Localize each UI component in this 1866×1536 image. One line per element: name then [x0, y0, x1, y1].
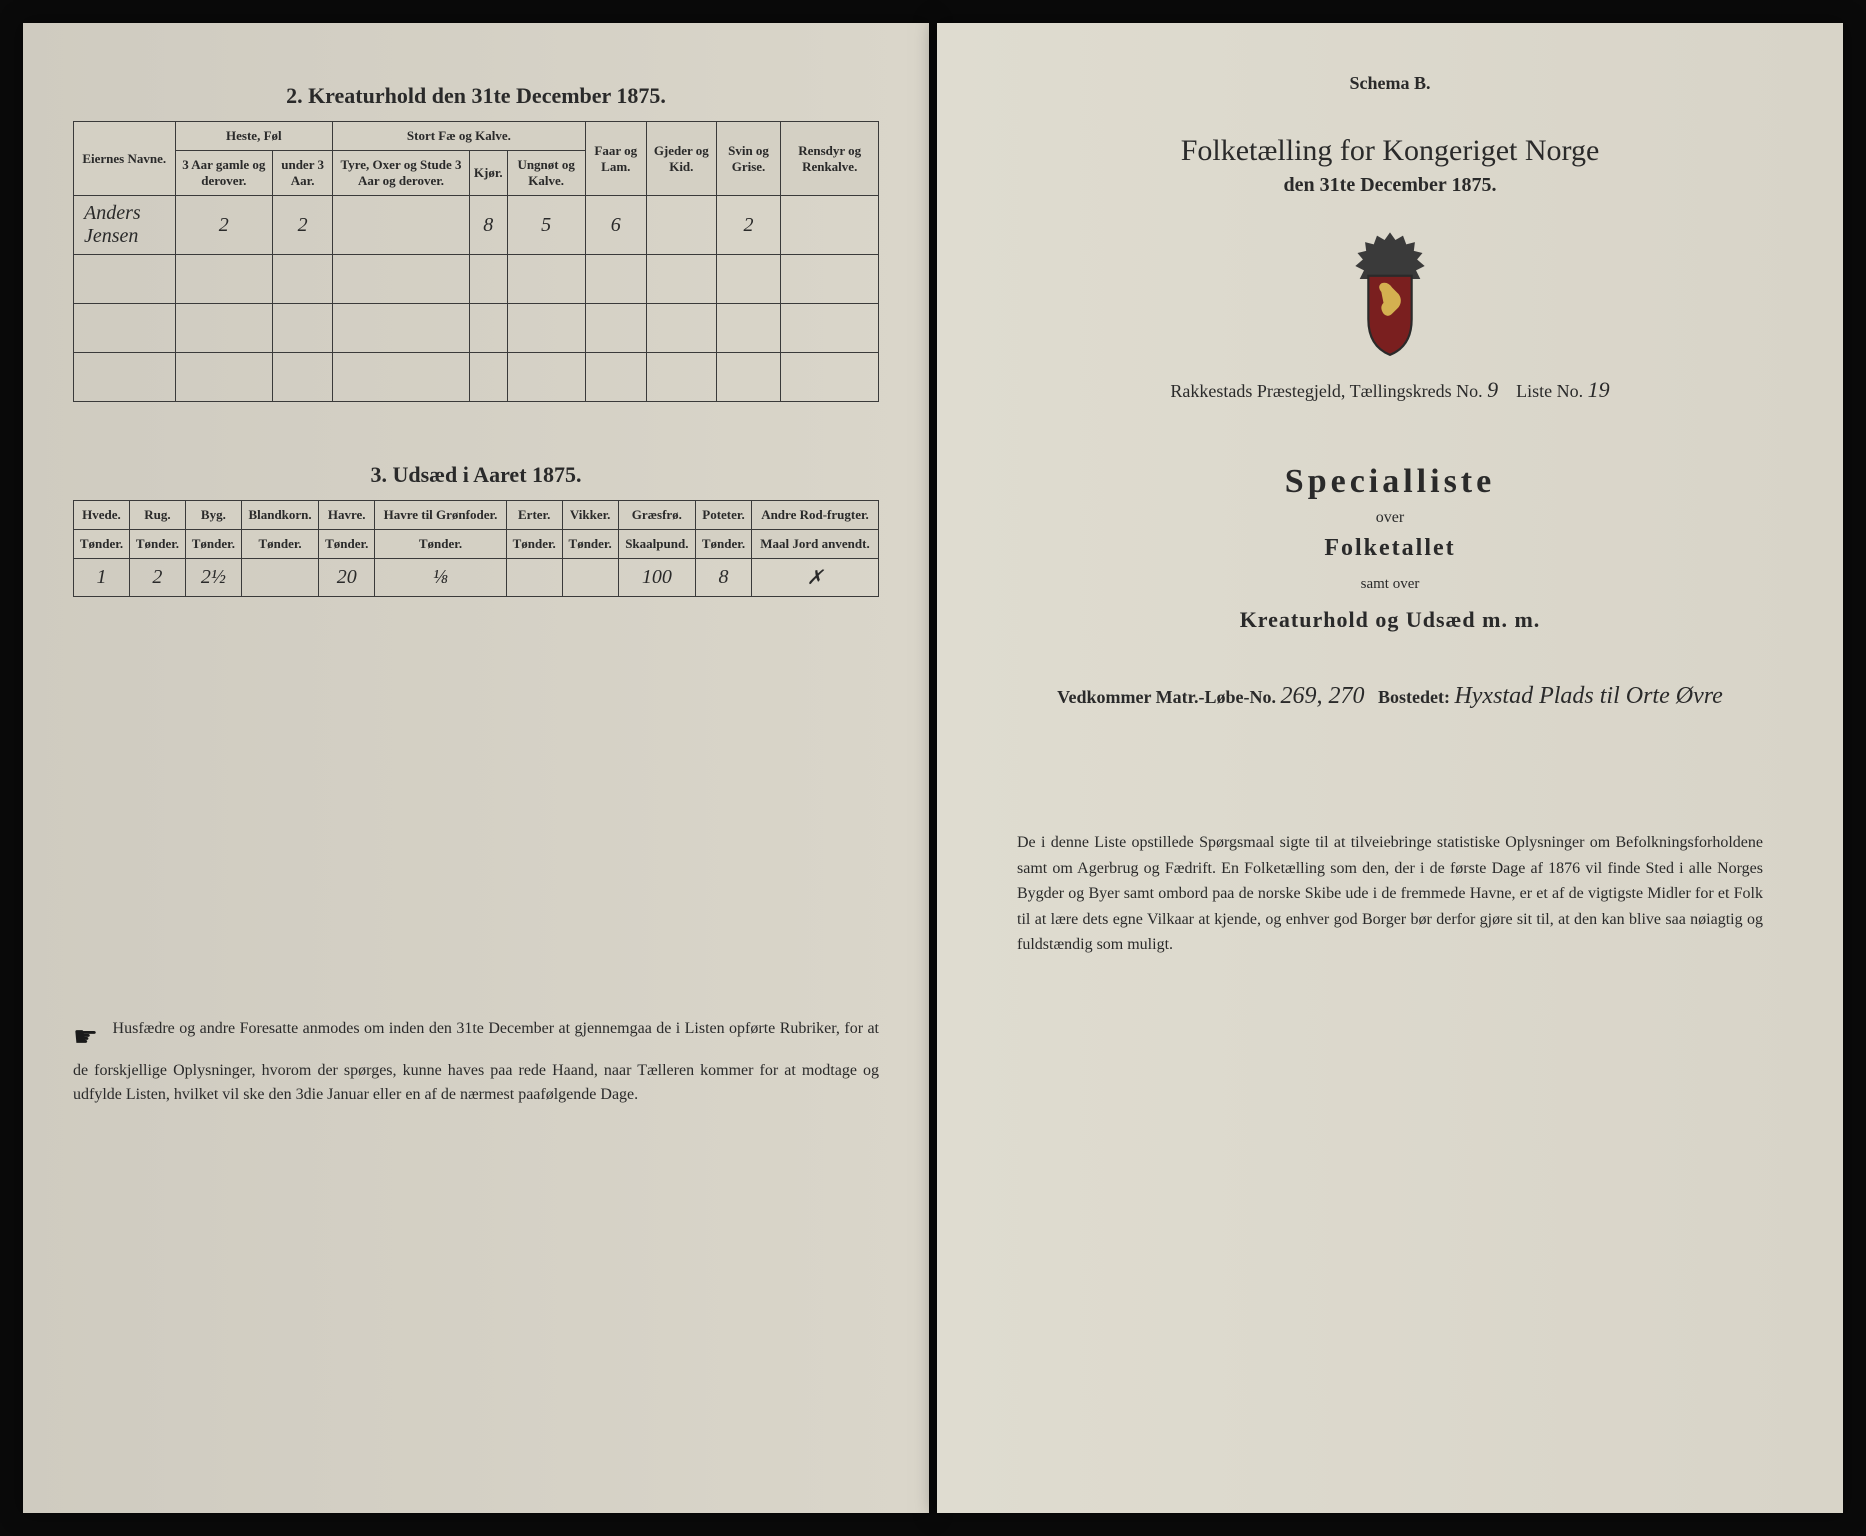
- col-vikker: Vikker.: [562, 501, 618, 530]
- folketallet-label: Folketallet: [987, 535, 1793, 562]
- unit-hvede: Tønder.: [74, 530, 130, 559]
- matr-no: 269, 270: [1280, 683, 1364, 709]
- col-owner: Eiernes Navne.: [74, 122, 176, 196]
- right-page: Schema B. Folketælling for Kongeriget No…: [937, 23, 1843, 1513]
- footnote-text: Husfædre og andre Foresatte anmodes om i…: [73, 1020, 879, 1103]
- havre-cell: 20: [319, 559, 375, 597]
- pointing-hand-icon: ☛: [73, 1017, 98, 1059]
- table2-title: 2. Kreaturhold den 31te December 1875.: [73, 83, 879, 109]
- unit-havre: Tønder.: [319, 530, 375, 559]
- parish-no: 9: [1487, 377, 1498, 402]
- liste-no: 19: [1588, 377, 1610, 402]
- unit-rodfr: Maal Jord anvendt.: [751, 530, 878, 559]
- table2-empty-row: [74, 304, 879, 353]
- coat-of-arms-icon: [987, 227, 1793, 357]
- main-title: Folketælling for Kongeriget Norge: [987, 134, 1793, 168]
- col-gjeder: Gjeder og Kid.: [646, 122, 716, 196]
- col-faar: Faar og Lam.: [585, 122, 646, 196]
- col-erter: Erter.: [506, 501, 562, 530]
- unit-erter: Tønder.: [506, 530, 562, 559]
- table2: Eiernes Navne. Heste, Føl Stort Fæ og Ka…: [73, 121, 879, 402]
- table3-row: 1 2 2½ 20 ⅛ 100 8 ✗: [74, 559, 879, 597]
- table2-empty-row: [74, 353, 879, 402]
- col-rodfr: Andre Rod-frugter.: [751, 501, 878, 530]
- stort-a-cell: [333, 196, 470, 255]
- bosted-label: Bostedet:: [1378, 687, 1450, 707]
- col-havre-gron: Havre til Grønfoder.: [375, 501, 507, 530]
- col-svin: Svin og Grise.: [716, 122, 781, 196]
- schema-label: Schema B.: [987, 73, 1793, 94]
- erter-cell: [506, 559, 562, 597]
- liste-label: Liste No.: [1516, 381, 1583, 401]
- main-subtitle: den 31te December 1875.: [987, 174, 1793, 197]
- hvede-cell: 1: [74, 559, 130, 597]
- havre-gron-cell: ⅛: [375, 559, 507, 597]
- kreatur-label: Kreaturhold og Udsæd m. m.: [987, 607, 1793, 633]
- col-rug: Rug.: [129, 501, 185, 530]
- rodfr-cell: ✗: [751, 559, 878, 597]
- col-stort-c: Ungnøt og Kalve.: [507, 151, 585, 196]
- left-footnote: ☛ Husfædre og andre Foresatte anmodes om…: [73, 1017, 879, 1107]
- unit-blandkorn: Tønder.: [241, 530, 318, 559]
- byg-cell: 2½: [185, 559, 241, 597]
- right-footnote: De i denne Liste opstillede Spørgsmaal s…: [987, 830, 1793, 958]
- unit-poteter: Tønder.: [696, 530, 752, 559]
- vedkommer-line: Vedkommer Matr.-Løbe-No. 269, 270 Bosted…: [987, 683, 1793, 710]
- heste-a-cell: 2: [175, 196, 273, 255]
- left-page: 2. Kreaturhold den 31te December 1875. E…: [23, 23, 929, 1513]
- unit-havre-gron: Tønder.: [375, 530, 507, 559]
- col-blandkorn: Blandkorn.: [241, 501, 318, 530]
- blandkorn-cell: [241, 559, 318, 597]
- col-havre: Havre.: [319, 501, 375, 530]
- table3: Hvede. Rug. Byg. Blandkorn. Havre. Havre…: [73, 500, 879, 597]
- col-byg: Byg.: [185, 501, 241, 530]
- col-heste-group: Heste, Føl: [175, 122, 333, 151]
- specialliste-title: Specialliste: [987, 463, 1793, 501]
- col-stort-b: Kjør.: [469, 151, 507, 196]
- col-heste-a: 3 Aar gamle og derover.: [175, 151, 273, 196]
- over-label: over: [987, 509, 1793, 527]
- unit-vikker: Tønder.: [562, 530, 618, 559]
- parish-label: Rakkestads Præstegjeld, Tællingskreds No…: [1170, 381, 1482, 401]
- parish-line: Rakkestads Præstegjeld, Tællingskreds No…: [987, 377, 1793, 403]
- faar-cell: 6: [585, 196, 646, 255]
- graesfro-cell: 100: [618, 559, 695, 597]
- vikker-cell: [562, 559, 618, 597]
- heste-b-cell: 2: [273, 196, 333, 255]
- unit-graesfro: Skaalpund.: [618, 530, 695, 559]
- col-stort-group: Stort Fæ og Kalve.: [333, 122, 585, 151]
- samt-label: samt over: [987, 576, 1793, 593]
- stort-c-cell: 5: [507, 196, 585, 255]
- table2-empty-row: [74, 255, 879, 304]
- poteter-cell: 8: [696, 559, 752, 597]
- table3-title: 3. Udsæd i Aaret 1875.: [73, 462, 879, 488]
- unit-rug: Tønder.: [129, 530, 185, 559]
- stort-b-cell: 8: [469, 196, 507, 255]
- owner-cell: Anders Jensen: [74, 196, 176, 255]
- rug-cell: 2: [129, 559, 185, 597]
- document-spread: 2. Kreaturhold den 31te December 1875. E…: [23, 23, 1843, 1513]
- bosted-value: Hyxstad Plads til Orte Øvre: [1454, 683, 1722, 709]
- col-poteter: Poteter.: [696, 501, 752, 530]
- table2-row: Anders Jensen 2 2 8 5 6 2: [74, 196, 879, 255]
- gjeder-cell: [646, 196, 716, 255]
- col-heste-b: under 3 Aar.: [273, 151, 333, 196]
- col-graesfro: Græsfrø.: [618, 501, 695, 530]
- col-stort-a: Tyre, Oxer og Stude 3 Aar og derover.: [333, 151, 470, 196]
- svin-cell: 2: [716, 196, 781, 255]
- rensdyr-cell: [781, 196, 879, 255]
- col-hvede: Hvede.: [74, 501, 130, 530]
- col-rensdyr: Rensdyr og Renkalve.: [781, 122, 879, 196]
- unit-byg: Tønder.: [185, 530, 241, 559]
- vedkommer-label: Vedkommer Matr.-Løbe-No.: [1057, 687, 1276, 707]
